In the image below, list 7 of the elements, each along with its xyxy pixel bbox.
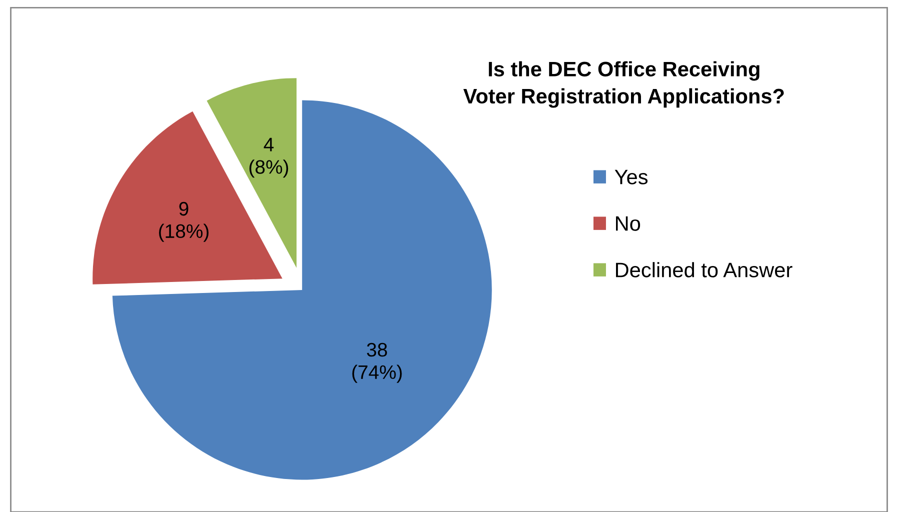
legend-label: No xyxy=(616,216,640,231)
data-label: 38 (74%) xyxy=(352,342,402,383)
chart-title: Is the DEC Office Receiving Voter Registration Applications? xyxy=(463,61,784,108)
data-label: 9 (18%) xyxy=(159,202,209,242)
legend-label: Declined to Answer xyxy=(616,262,792,278)
data-label: 4 (8%) xyxy=(249,138,288,178)
legend-label: Yes xyxy=(614,170,648,184)
